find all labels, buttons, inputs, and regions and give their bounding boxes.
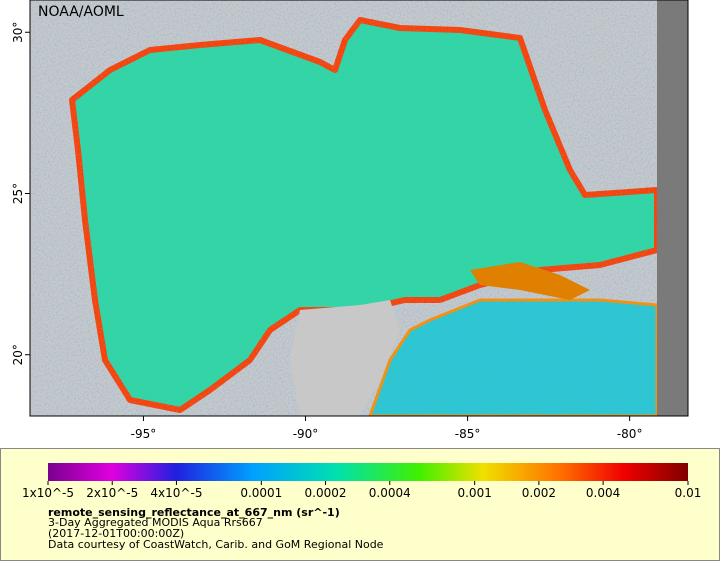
cuba [470, 262, 590, 300]
colorbar-tick-label: 0.004 [586, 486, 620, 500]
colorbar-tick-label: 0.0004 [369, 486, 411, 500]
colorbar-tick-label: 1x10^-5 [22, 486, 74, 500]
colorbar-tick-label: 0.01 [675, 486, 702, 500]
variable-name: remote_sensing_reflectance_at_667_nm (sr… [48, 506, 340, 519]
map-title: NOAA/AOML [38, 4, 124, 20]
colorbar-tick-label: 0.001 [457, 486, 491, 500]
y-tick-label: 25° [11, 183, 25, 204]
colorbar-tick-label: 0.0001 [240, 486, 282, 500]
caption-line: (2017-12-01T00:00:00Z) [48, 527, 184, 540]
no-data-strip [657, 0, 688, 416]
x-tick-label: -90° [293, 427, 319, 441]
x-tick-label: -80° [617, 427, 643, 441]
colorbar-tick-label: 4x10^-5 [150, 486, 202, 500]
y-tick-label: 30° [11, 22, 25, 43]
y-tick-label: 20° [11, 344, 25, 365]
colorbar [48, 463, 688, 481]
colorbar-tick-label: 0.002 [522, 486, 556, 500]
map-frame [29, 0, 689, 417]
x-tick-label: -95° [131, 427, 157, 441]
caption-line: Data courtesy of CoastWatch, Carib. and … [48, 538, 384, 551]
yucatan [290, 300, 400, 416]
map [30, 0, 688, 416]
colorbar-tick-label: 0.0002 [305, 486, 347, 500]
x-tick-label: -85° [455, 427, 481, 441]
caption-line: 3-Day Aggregated MODIS Aqua Rrs667 [48, 516, 263, 529]
ocean [69, 17, 660, 416]
colorbar-tick-label: 2x10^-5 [86, 486, 138, 500]
